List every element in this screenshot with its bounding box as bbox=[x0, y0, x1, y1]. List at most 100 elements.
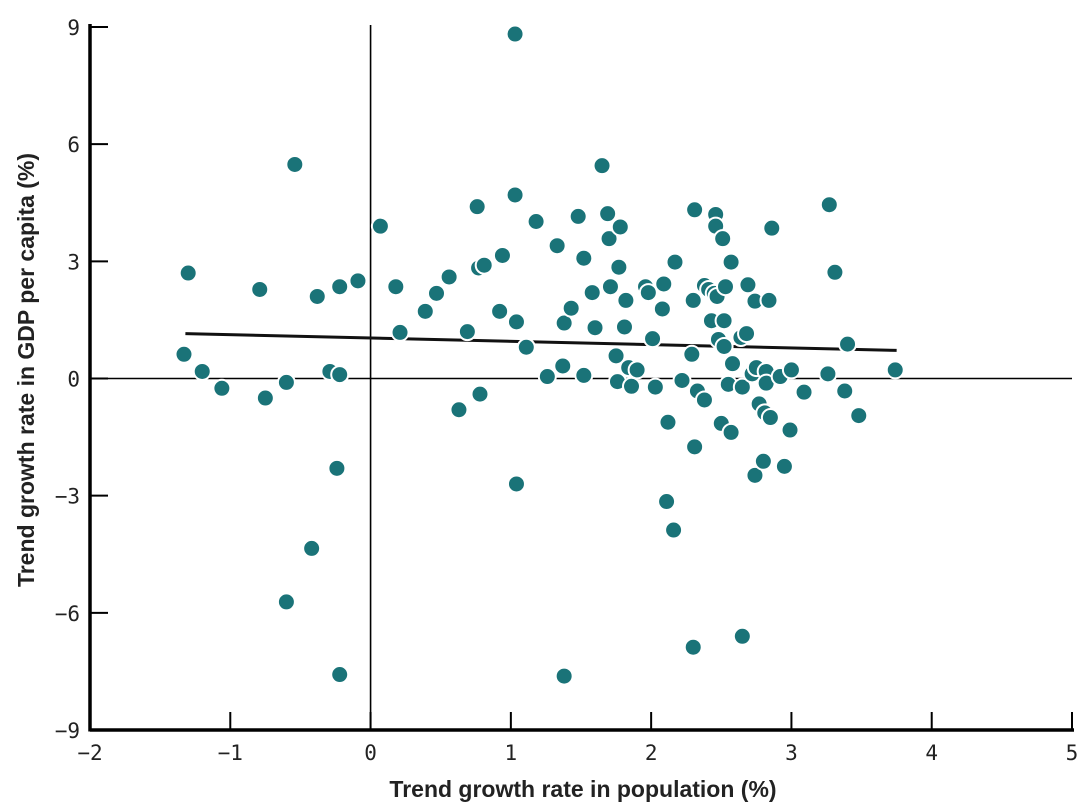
data-point bbox=[714, 311, 734, 331]
data-point bbox=[683, 290, 703, 310]
x-tick-label: 0 bbox=[364, 741, 377, 765]
data-point bbox=[330, 665, 350, 685]
data-point bbox=[685, 437, 705, 457]
x-tick-label: 4 bbox=[925, 741, 938, 765]
data-point bbox=[192, 361, 212, 381]
data-point bbox=[819, 195, 839, 215]
data-point bbox=[825, 262, 845, 282]
trend-line-layer bbox=[185, 332, 897, 352]
data-point bbox=[599, 229, 619, 249]
data-point bbox=[606, 346, 626, 366]
data-point bbox=[885, 360, 905, 380]
data-point bbox=[492, 245, 512, 265]
data-point bbox=[474, 255, 494, 275]
data-point bbox=[547, 236, 567, 256]
data-point bbox=[672, 370, 692, 390]
data-point bbox=[568, 206, 588, 226]
data-point bbox=[506, 312, 526, 332]
x-tick-label: 1 bbox=[505, 741, 518, 765]
data-point bbox=[721, 422, 741, 442]
data-point bbox=[370, 216, 390, 236]
x-tick-label: 2 bbox=[645, 741, 658, 765]
data-point bbox=[330, 365, 350, 385]
data-point bbox=[638, 283, 658, 303]
data-point bbox=[838, 334, 858, 354]
data-point bbox=[780, 420, 800, 440]
data-point bbox=[759, 290, 779, 310]
tick-labels: −2 −1 0 1 2 3 4 5 −9 −6 −3 0 3 6 9 bbox=[55, 16, 1079, 765]
data-point bbox=[616, 290, 636, 310]
data-point bbox=[654, 274, 674, 294]
data-point bbox=[449, 400, 469, 420]
y-tick-label: 9 bbox=[67, 16, 80, 40]
data-point bbox=[348, 271, 368, 291]
data-point bbox=[505, 185, 525, 205]
data-point bbox=[276, 592, 296, 612]
data-point bbox=[553, 356, 573, 376]
data-point bbox=[694, 390, 714, 410]
y-tick-label: −3 bbox=[55, 485, 80, 509]
data-point bbox=[762, 218, 782, 238]
data-point bbox=[627, 360, 647, 380]
data-point bbox=[276, 372, 296, 392]
data-point bbox=[427, 283, 447, 303]
data-point bbox=[721, 252, 741, 272]
data-point bbox=[600, 277, 620, 297]
data-point bbox=[609, 257, 629, 277]
y-tick-label: 3 bbox=[67, 250, 80, 274]
y-tick-label: −6 bbox=[55, 602, 80, 626]
data-point bbox=[561, 298, 581, 318]
data-point bbox=[781, 360, 801, 380]
data-point bbox=[250, 279, 270, 299]
data-point bbox=[327, 458, 347, 478]
data-point bbox=[732, 626, 752, 646]
data-point bbox=[643, 329, 663, 349]
x-tick-label: −2 bbox=[77, 741, 102, 765]
data-point bbox=[774, 456, 794, 476]
data-point bbox=[212, 378, 232, 398]
data-point bbox=[470, 384, 490, 404]
data-point bbox=[818, 364, 838, 384]
data-point bbox=[415, 301, 435, 321]
data-point bbox=[592, 156, 612, 176]
data-point bbox=[178, 263, 198, 283]
data-point bbox=[582, 283, 602, 303]
data-point bbox=[835, 381, 855, 401]
data-point bbox=[330, 277, 350, 297]
trend-line bbox=[185, 332, 897, 352]
data-point bbox=[657, 492, 677, 512]
data-point bbox=[554, 666, 574, 686]
data-point bbox=[285, 154, 305, 174]
data-point bbox=[745, 465, 765, 485]
data-point bbox=[174, 344, 194, 364]
data-point bbox=[713, 229, 733, 249]
data-point bbox=[732, 377, 752, 397]
data-point bbox=[665, 252, 685, 272]
data-point bbox=[794, 382, 814, 402]
data-point bbox=[610, 217, 630, 237]
data-point bbox=[760, 408, 780, 428]
data-point bbox=[622, 376, 642, 396]
data-point bbox=[737, 324, 757, 344]
data-point bbox=[526, 211, 546, 231]
data-point bbox=[386, 277, 406, 297]
data-point bbox=[302, 538, 322, 558]
data-point bbox=[685, 200, 705, 220]
data-point bbox=[683, 637, 703, 657]
y-axis-label: Trend growth rate in GDP per capita (%) bbox=[13, 153, 39, 587]
data-point bbox=[490, 301, 510, 321]
data-point bbox=[652, 299, 672, 319]
data-point bbox=[390, 322, 410, 342]
data-point bbox=[645, 377, 665, 397]
y-tick-label: 6 bbox=[67, 133, 80, 157]
data-point bbox=[537, 367, 557, 387]
data-point bbox=[715, 277, 735, 297]
data-point bbox=[506, 474, 526, 494]
x-axis-label: Trend growth rate in population (%) bbox=[389, 776, 776, 802]
data-points bbox=[174, 24, 905, 686]
data-point bbox=[307, 286, 327, 306]
data-point bbox=[574, 248, 594, 268]
axes bbox=[88, 24, 1074, 732]
data-point bbox=[505, 24, 525, 44]
